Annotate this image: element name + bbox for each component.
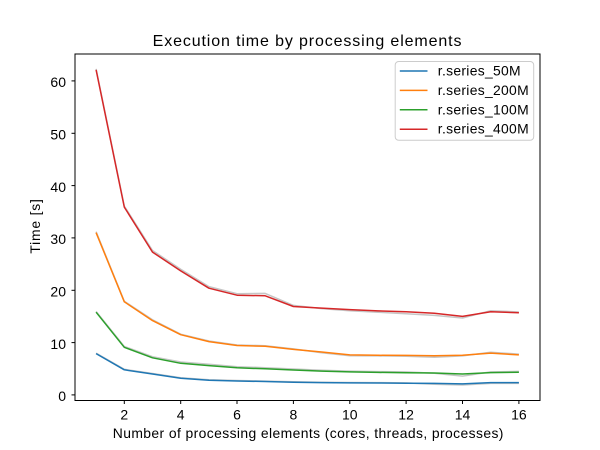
- svg-text:10: 10: [50, 336, 66, 352]
- svg-text:r.series_200M: r.series_200M: [438, 82, 529, 98]
- svg-text:0: 0: [58, 388, 66, 404]
- svg-text:60: 60: [50, 74, 66, 90]
- svg-text:50: 50: [50, 127, 66, 143]
- svg-text:30: 30: [50, 231, 66, 247]
- svg-text:Number of processing elements: Number of processing elements (cores, th…: [113, 425, 504, 441]
- svg-text:20: 20: [50, 284, 66, 300]
- svg-text:12: 12: [398, 406, 414, 422]
- svg-text:40: 40: [50, 179, 66, 195]
- svg-text:r.series_100M: r.series_100M: [438, 101, 529, 117]
- svg-text:16: 16: [511, 406, 527, 422]
- svg-text:r.series_50M: r.series_50M: [438, 63, 521, 79]
- svg-text:4: 4: [177, 406, 185, 422]
- svg-text:2: 2: [120, 406, 128, 422]
- svg-text:14: 14: [455, 406, 471, 422]
- svg-text:8: 8: [290, 406, 298, 422]
- svg-text:r.series_400M: r.series_400M: [438, 121, 529, 137]
- svg-text:6: 6: [233, 406, 241, 422]
- svg-text:Time [s]: Time [s]: [27, 198, 43, 253]
- svg-text:Execution time by processing e: Execution time by processing elements: [153, 33, 463, 50]
- svg-text:10: 10: [342, 406, 358, 422]
